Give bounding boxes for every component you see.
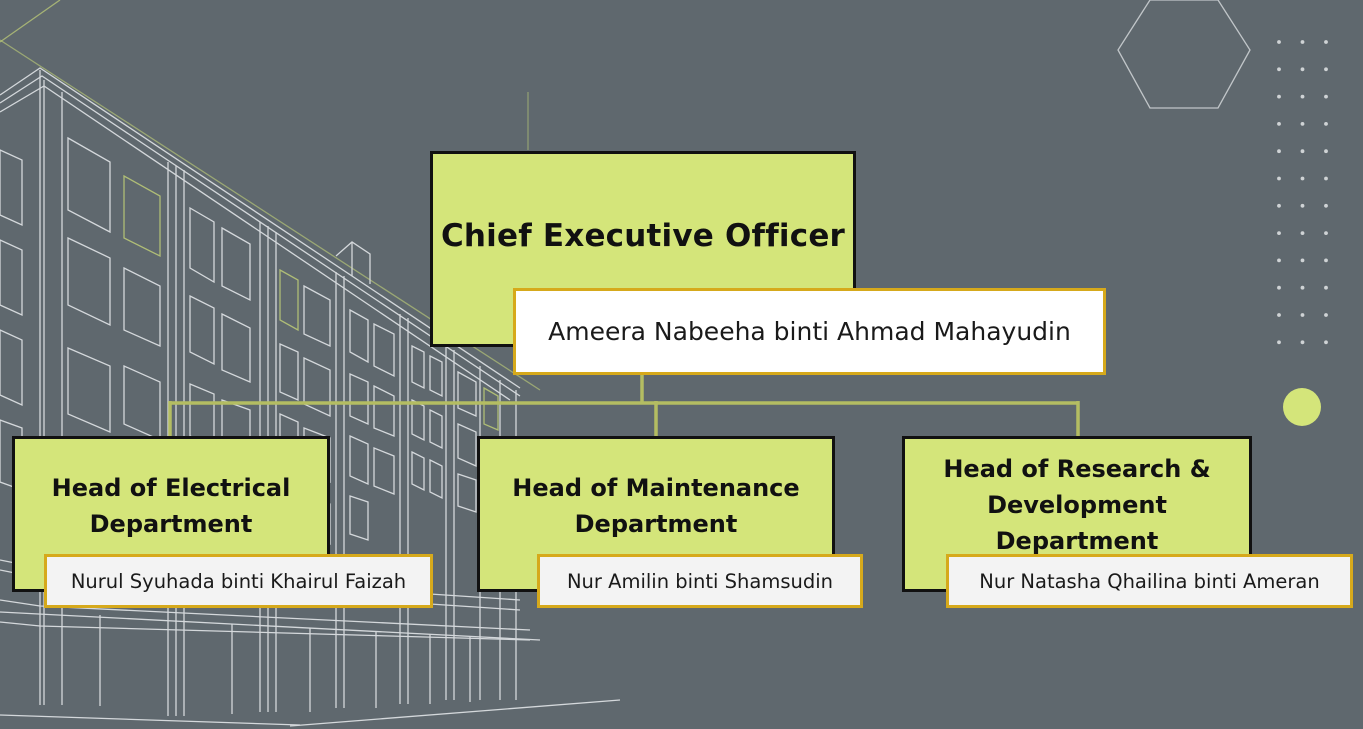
rnd-head-name: Nur Natasha Qhailina binti Ameran [979, 569, 1320, 593]
grid-dot [1277, 67, 1281, 72]
ceo-name: Ameera Nabeeha binti Ahmad Mahayudin [548, 317, 1071, 346]
grid-dot [1324, 285, 1328, 290]
grid-dot [1300, 40, 1305, 44]
grid-dot [1277, 149, 1281, 154]
grid-dot [1300, 149, 1305, 154]
grid-dot [1324, 94, 1328, 99]
grid-dot [1277, 258, 1281, 263]
grid-dot [1324, 149, 1328, 154]
dot-grid [1277, 40, 1328, 345]
grid-dot [1277, 40, 1281, 44]
ceo-title: Chief Executive Officer [440, 218, 846, 254]
grid-dot [1300, 258, 1305, 263]
grid-dot [1300, 203, 1305, 208]
maintenance-head-name-box: Nur Amilin binti Shamsudin [537, 554, 863, 608]
electrical-head-name: Nurul Syuhada binti Khairul Faizah [70, 569, 407, 593]
grid-dot [1300, 176, 1305, 181]
grid-dot [1300, 285, 1305, 290]
grid-dot [1300, 231, 1305, 236]
grid-dot [1277, 285, 1281, 290]
grid-dot [1324, 40, 1328, 44]
grid-dot [1277, 203, 1281, 208]
maintenance-head-name: Nur Amilin binti Shamsudin [566, 569, 834, 593]
grid-dot [1324, 67, 1328, 72]
grid-dot [1277, 313, 1281, 317]
grid-dot [1300, 94, 1305, 99]
grid-dot [1324, 176, 1328, 181]
grid-dot [1277, 340, 1281, 345]
ceo-name-box: Ameera Nabeeha binti Ahmad Mahayudin [513, 288, 1106, 375]
connector-lines [168, 375, 1080, 438]
rnd-head-title: Head of Research & Development Departmen… [943, 455, 1211, 555]
accent-circle [1283, 388, 1321, 426]
grid-dot [1300, 67, 1305, 72]
grid-dot [1277, 94, 1281, 99]
grid-dot [1324, 340, 1328, 345]
maintenance-head-title: Head of Maintenance Department [512, 474, 800, 538]
grid-dot [1277, 122, 1281, 126]
grid-dot [1300, 313, 1305, 317]
grid-dot [1324, 313, 1328, 317]
grid-dot [1324, 258, 1328, 263]
rnd-head-name-box: Nur Natasha Qhailina binti Ameran [946, 554, 1353, 608]
hexagon-outline [1117, 0, 1251, 109]
grid-dot [1324, 231, 1328, 236]
electrical-head-name-box: Nurul Syuhada binti Khairul Faizah [44, 554, 433, 608]
grid-dot [1324, 122, 1328, 126]
grid-dot [1277, 176, 1281, 181]
grid-dot [1324, 203, 1328, 208]
grid-dot [1277, 231, 1281, 236]
grid-dot [1300, 340, 1305, 345]
grid-dot [1300, 122, 1305, 126]
electrical-head-title: Head of Electrical Department [51, 474, 291, 538]
